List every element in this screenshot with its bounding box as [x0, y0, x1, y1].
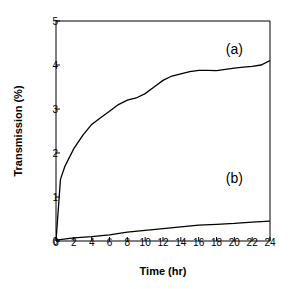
- svg-text:5: 5: [52, 16, 58, 27]
- svg-text:10: 10: [140, 237, 152, 248]
- svg-text:2: 2: [71, 237, 77, 248]
- svg-text:6: 6: [107, 237, 113, 248]
- svg-text:12: 12: [157, 237, 169, 248]
- svg-text:0: 0: [52, 236, 58, 247]
- svg-text:2: 2: [52, 148, 58, 159]
- svg-text:24: 24: [264, 237, 276, 248]
- svg-text:4: 4: [89, 237, 95, 248]
- svg-text:Transmission (%): Transmission (%): [12, 85, 24, 176]
- svg-text:(b): (b): [226, 170, 243, 186]
- svg-text:22: 22: [247, 237, 259, 248]
- svg-text:(a): (a): [226, 41, 243, 57]
- svg-text:Time (hr): Time (hr): [140, 265, 187, 277]
- svg-text:16: 16: [193, 237, 205, 248]
- svg-text:14: 14: [175, 237, 187, 248]
- svg-text:20: 20: [229, 237, 241, 248]
- svg-text:1: 1: [52, 192, 58, 203]
- svg-text:8: 8: [125, 237, 131, 248]
- svg-text:3: 3: [52, 104, 58, 115]
- svg-text:4: 4: [52, 60, 58, 71]
- svg-text:18: 18: [211, 237, 223, 248]
